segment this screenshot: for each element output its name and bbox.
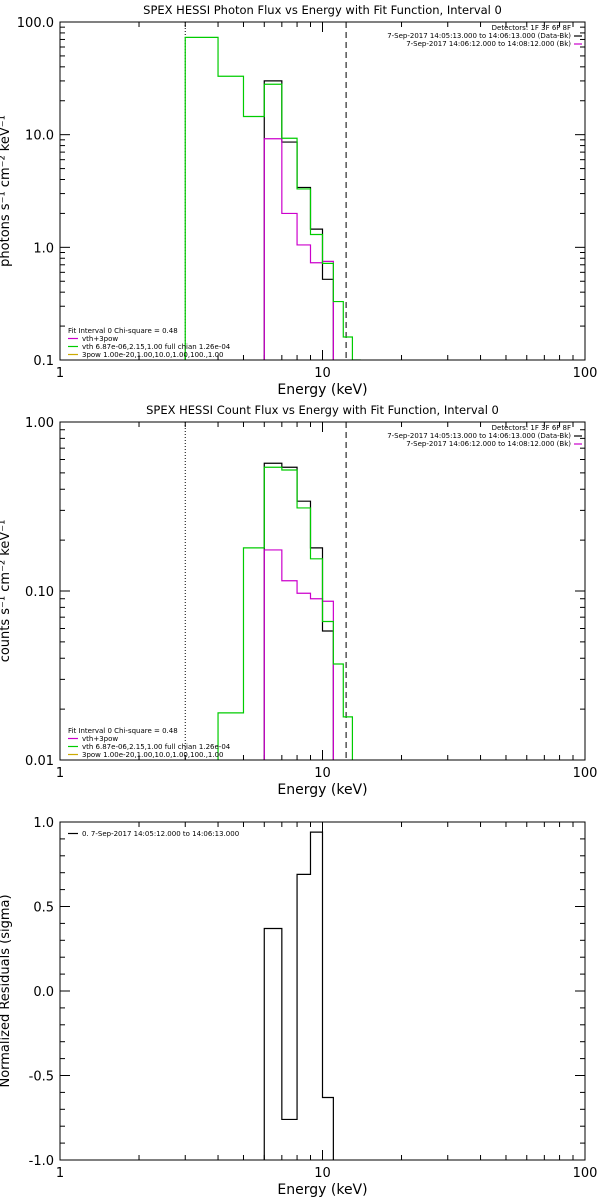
legend-entry-label: vth+3pow (82, 335, 118, 343)
y-tick-label: 100.0 (17, 16, 54, 31)
legend-entry-label: 0. 7-Sep-2017 14:05:12.000 to 14:06:13.0… (82, 830, 239, 838)
y-axis-label: counts s⁻¹ cm⁻² keV⁻¹ (0, 520, 13, 663)
x-tick-label: 10 (314, 1166, 331, 1181)
time-range-data-bk: 7-Sep-2017 14:05:13.000 to 14:06:13.000 … (387, 32, 571, 40)
legend: Fit Interval 0 Chi-square = 0.48vth+3pow… (68, 327, 231, 359)
y-tick-label: 0.5 (33, 901, 54, 916)
legend: Fit Interval 0 Chi-square = 0.48vth+3pow… (68, 727, 231, 759)
y-tick-label: 1.0 (33, 816, 54, 831)
plot-frame (59, 421, 586, 761)
x-tick-label: 100 (573, 1166, 598, 1181)
y-tick-label: 0.1 (33, 354, 54, 369)
y-tick-label: 0.0 (33, 985, 54, 1000)
x-tick-label: 10 (314, 766, 331, 781)
x-tick-label: 10 (314, 366, 331, 381)
info-block: Detectors: 1F 3F 6F 8F7-Sep-2017 14:05:1… (387, 424, 582, 448)
y-tick-label: 0.10 (25, 585, 54, 600)
series-2-line (263, 138, 334, 360)
time-range-data-bk: 7-Sep-2017 14:05:13.000 to 14:06:13.000 … (387, 432, 571, 440)
plot-panel-2: SPEX HESSI Count Flux vs Energy with Fit… (0, 403, 597, 798)
series-3-line (184, 36, 361, 360)
x-tick-label: 1 (56, 1166, 64, 1181)
x-axis-label: Energy (keV) (277, 1182, 367, 1198)
legend-entry-label: 3pow 1.00e-20,1.00,10.0,1.00,100.,1.00 (82, 751, 224, 759)
x-axis-label: Energy (keV) (277, 382, 367, 398)
y-axis-label: Normalized Residuals (sigma) (0, 894, 13, 1087)
series-3-line (217, 466, 354, 760)
data-series-group (263, 831, 334, 1160)
plot-frame (59, 821, 586, 1161)
x-axis-label: Energy (keV) (277, 782, 367, 798)
y-tick-label: 1.00 (25, 416, 54, 431)
detectors-label: Detectors: 1F 3F 6F 8F (492, 24, 571, 32)
time-range-bk: 7-Sep-2017 14:06:12.000 to 14:08:12.000 … (406, 440, 571, 448)
legend-entry-label: 3pow 1.00e-20,1.00,10.0,1.00,100.,1.00 (82, 351, 224, 359)
y-tick-label: -0.5 (29, 1070, 54, 1085)
x-tick-label: 100 (573, 366, 598, 381)
y-tick-label: 1.0 (33, 241, 54, 256)
legend-entry-label: vth 6.87e-06,2.15,1.00 full chian 1.26e-… (82, 743, 231, 751)
y-tick-label: 10.0 (25, 129, 54, 144)
plot-panel-1: SPEX HESSI Photon Flux vs Energy with Fi… (0, 3, 597, 398)
x-tick-label: 1 (56, 766, 64, 781)
plot-frame (59, 21, 586, 361)
info-block: Detectors: 1F 3F 6F 8F7-Sep-2017 14:05:1… (387, 24, 582, 48)
x-tick-label: 1 (56, 366, 64, 381)
series-1-line (263, 831, 334, 1160)
x-tick-label: 100 (573, 766, 598, 781)
legend: 0. 7-Sep-2017 14:05:12.000 to 14:06:13.0… (68, 830, 239, 838)
legend-entry-label: vth+3pow (82, 735, 118, 743)
series-1-line (263, 462, 334, 760)
chart-title: SPEX HESSI Photon Flux vs Energy with Fi… (143, 3, 502, 17)
y-tick-label: -1.0 (29, 1154, 54, 1169)
series-2-line (263, 549, 334, 760)
legend-header: Fit Interval 0 Chi-square = 0.48 (68, 327, 178, 335)
data-series-group (184, 36, 361, 360)
time-range-bk: 7-Sep-2017 14:06:12.000 to 14:08:12.000 … (406, 40, 571, 48)
chart-title: SPEX HESSI Count Flux vs Energy with Fit… (146, 403, 499, 417)
legend-header: Fit Interval 0 Chi-square = 0.48 (68, 727, 178, 735)
legend-entry-label: vth 6.87e-06,2.15,1.00 full chian 1.26e-… (82, 343, 231, 351)
detectors-label: Detectors: 1F 3F 6F 8F (492, 424, 571, 432)
data-series-group (217, 462, 354, 760)
series-1-line (263, 80, 334, 360)
y-tick-label: 0.01 (25, 754, 54, 769)
y-axis-label: photons s⁻¹ cm⁻² keV⁻¹ (0, 115, 13, 267)
plot-panel-3: 1 10 100 -1.0 -0.5 0.0 0.5 1.0 Energy (keV) Norma… (0, 816, 597, 1198)
